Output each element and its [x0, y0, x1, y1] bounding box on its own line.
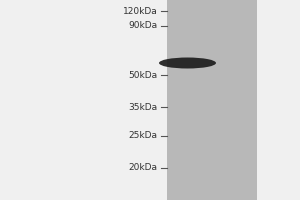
Text: 120kDa: 120kDa — [123, 6, 158, 16]
Text: 90kDa: 90kDa — [128, 21, 158, 30]
Bar — [167, 0, 256, 200]
Text: 25kDa: 25kDa — [128, 132, 158, 140]
Ellipse shape — [159, 58, 216, 68]
Text: 20kDa: 20kDa — [128, 164, 158, 172]
Text: 50kDa: 50kDa — [128, 71, 158, 79]
Text: 35kDa: 35kDa — [128, 102, 158, 112]
